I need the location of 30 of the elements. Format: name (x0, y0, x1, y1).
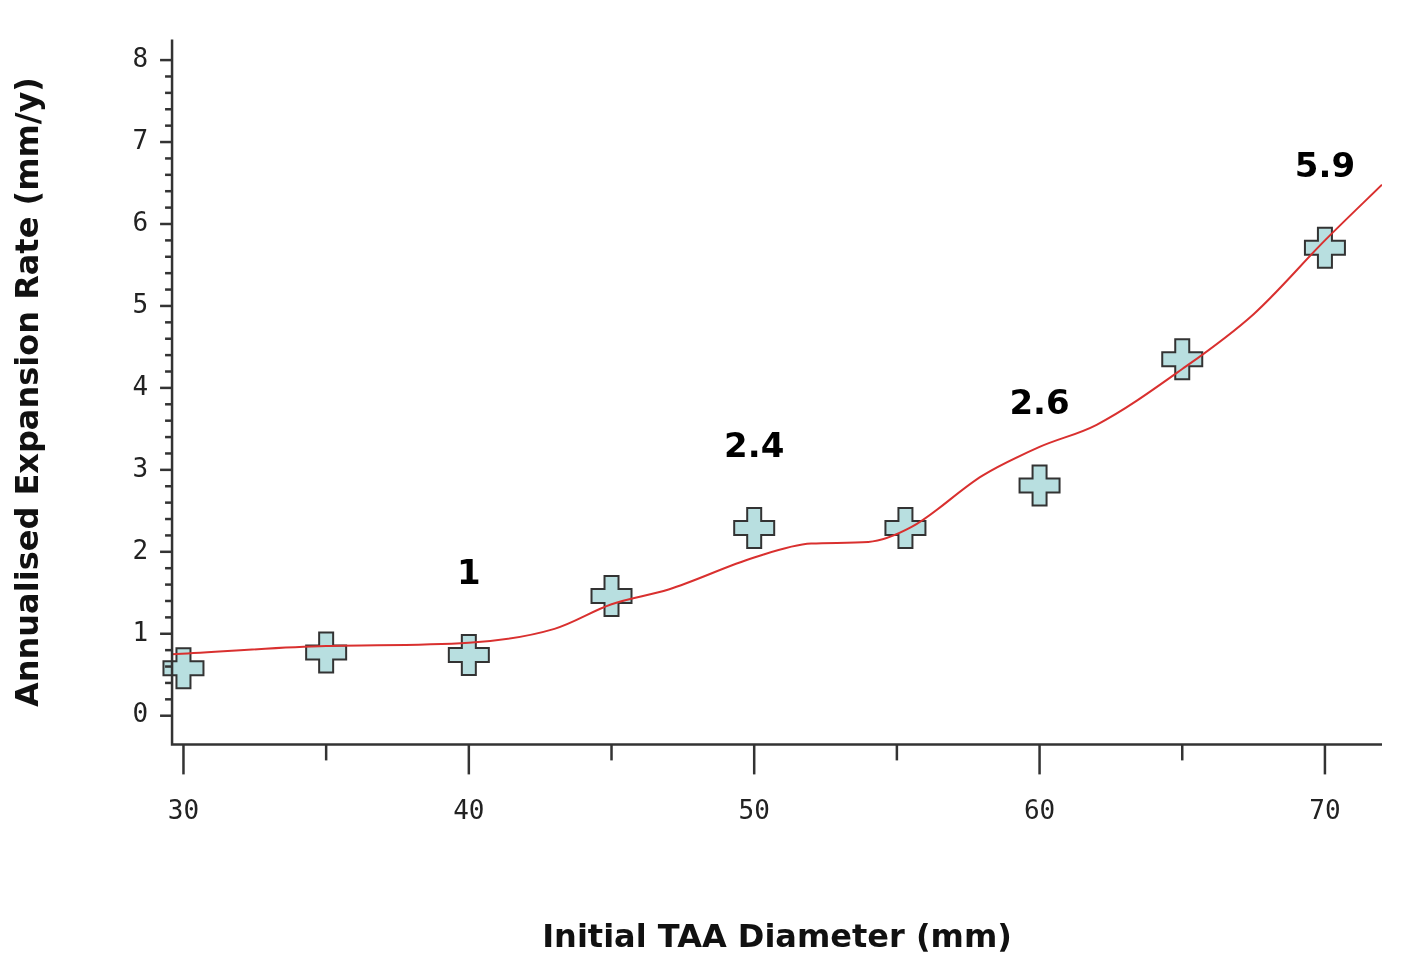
point (162, 647, 205, 690)
line-series (172, 183, 1382, 656)
annotation: 2.4 (724, 424, 785, 465)
point (447, 634, 490, 677)
y-tick-label: 3 (132, 452, 149, 483)
x-tick-label: 70 (1309, 794, 1341, 825)
y-tick-label: 1 (132, 616, 149, 647)
y-tick-label: 8 (132, 42, 149, 73)
y-tick-label: 5 (132, 288, 149, 319)
x-axis-title: Initial TAA Diameter (mm) (542, 917, 1012, 956)
y-axis-title: Annualised Expansion Rate (mm/y) (7, 77, 46, 707)
point (1161, 338, 1204, 381)
point (1303, 226, 1346, 269)
point (884, 507, 927, 550)
annotation: 1 (457, 551, 481, 592)
y-tick-label: 2 (132, 534, 149, 565)
x-tick-label: 30 (167, 794, 200, 825)
y-tick-label: 0 (132, 698, 149, 729)
y-tick-label: 6 (132, 206, 149, 237)
point (305, 631, 348, 674)
y-tick-label: 4 (132, 370, 149, 401)
annotation: 5.9 (1294, 144, 1356, 185)
point (1018, 464, 1061, 507)
point (733, 507, 776, 550)
annotation: 2.6 (1009, 382, 1070, 423)
y-tick-label: 7 (132, 124, 149, 155)
point (590, 575, 633, 618)
x-tick-label: 50 (738, 794, 770, 825)
x-tick-label: 40 (453, 794, 485, 825)
x-tick-label: 60 (1023, 794, 1056, 825)
